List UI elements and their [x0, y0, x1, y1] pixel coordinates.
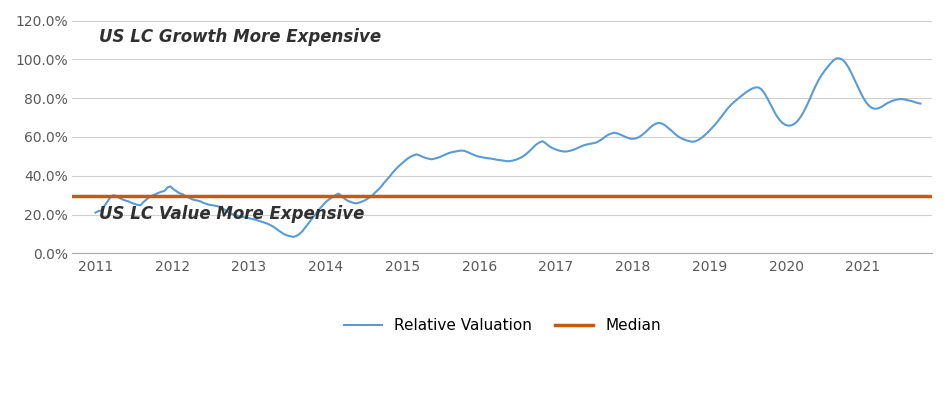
Legend: Relative Valuation, Median: Relative Valuation, Median [337, 312, 667, 339]
Relative Valuation [522, 150, 533, 155]
Relative Valuation [666, 128, 677, 133]
Line: Relative Valuation: Relative Valuation [96, 58, 920, 237]
Relative Valuation [90, 210, 101, 215]
Relative Valuation [831, 56, 842, 61]
Text: US LC Growth More Expensive: US LC Growth More Expensive [99, 28, 382, 46]
Relative Valuation [513, 156, 525, 161]
Relative Valuation [288, 234, 299, 239]
Relative Valuation [399, 159, 410, 164]
Relative Valuation [915, 101, 926, 106]
Relative Valuation [585, 141, 597, 146]
Relative Valuation [198, 200, 209, 205]
Text: US LC Value More Expensive: US LC Value More Expensive [99, 205, 365, 223]
